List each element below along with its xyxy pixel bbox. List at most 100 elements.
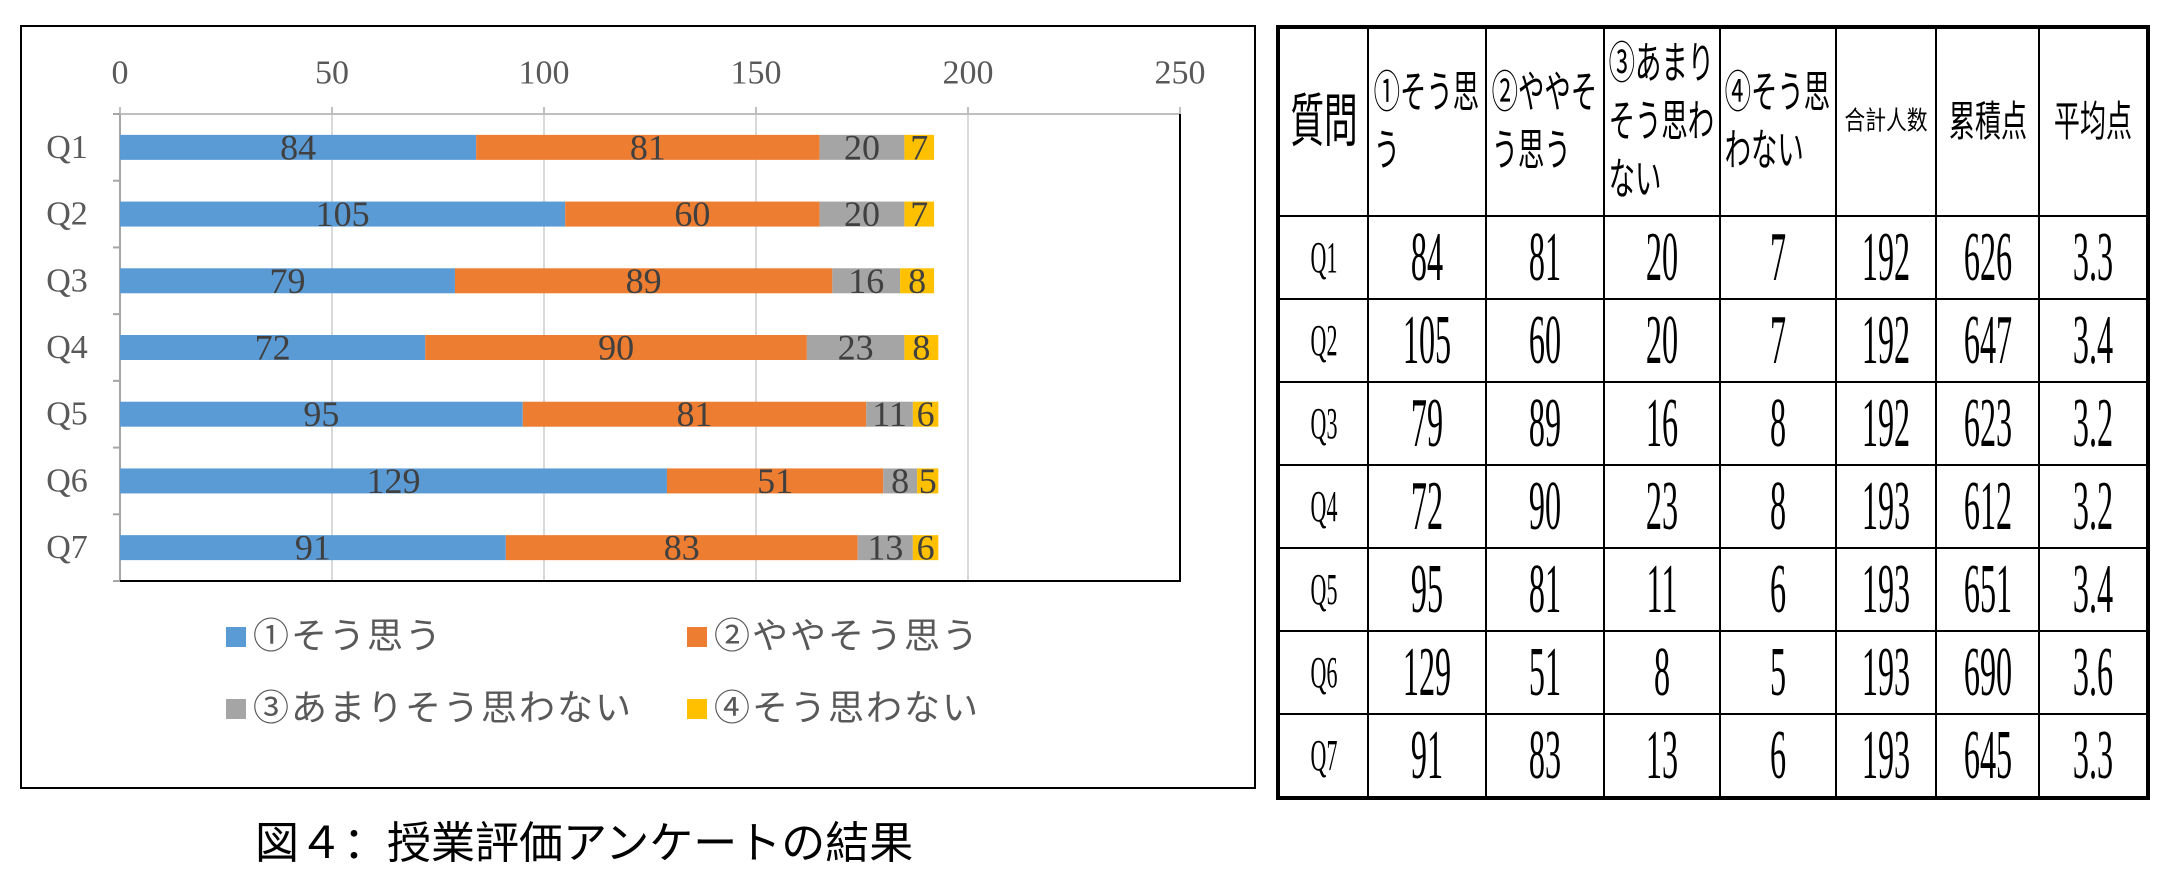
category-label: Q7 [46,529,88,566]
header-label: 累積点 [1948,96,2027,146]
cell-somewhat-agree: 51 [1487,632,1603,713]
cell-total-respondents: 193 [1837,632,1935,713]
cell-somewhat-disagree: 11 [1605,549,1719,630]
bar-segment [904,201,935,227]
cell-agree: 79 [1369,383,1485,464]
cell-value: 192 [1861,384,1911,462]
cell-value: 193 [1861,467,1911,545]
cell-total-respondents: 192 [1837,217,1935,298]
header-average-score: 平均点 [2040,29,2146,215]
cell-value: 193 [1861,633,1911,711]
cell-total-respondents: 193 [1837,466,1935,547]
bar-segment [900,268,935,294]
cell-somewhat-disagree: 16 [1605,383,1719,464]
data-label: 8 [891,461,909,501]
bar-segment [120,401,523,427]
x-tick-label: 50 [315,55,349,92]
legend-item: ④そう思わない [687,689,980,729]
cell-value: 651 [1963,550,2012,628]
x-tick-label: 250 [1155,55,1206,92]
cell-somewhat-agree: 90 [1487,466,1603,547]
x-tick-label: 200 [943,55,994,92]
data-label: 79 [269,261,305,301]
cell-cumulative-score: 651 [1937,549,2038,630]
bar-segment [806,335,905,360]
bar-segment [819,134,905,160]
bar-segment [120,535,506,561]
cell-average-score: 3.6 [2040,632,2146,713]
cell-value: 5 [1769,633,1787,711]
cell-question: Q7 [1280,715,1367,796]
category-label: Q1 [46,129,88,166]
cell-question: Q4 [1280,466,1367,547]
header-question: 質問 [1280,29,1367,215]
cell-disagree: 7 [1721,217,1835,298]
row-label: Q2 [1310,315,1337,365]
row-label: Q6 [1310,647,1337,697]
cell-question: Q5 [1280,549,1367,630]
cell-cumulative-score: 612 [1937,466,2038,547]
cell-value: 647 [1963,301,2012,379]
cell-value: 626 [1963,218,2012,296]
legend-label: ②ややそう思う [714,616,981,657]
bar-segment [832,268,901,294]
legend-swatch [687,627,707,647]
cell-cumulative-score: 645 [1937,715,2038,796]
cell-value: 193 [1861,716,1911,794]
chart-panel: 0 50 100 150 200 250 Q1 84 81 20 7 Q2 105 60 20 7 Q3 79 89… [20,25,1256,789]
legend-swatch [687,699,707,719]
header-somewhat-disagree: ③あまりそう思わない [1605,29,1719,215]
cell-agree: 95 [1369,549,1485,630]
data-label: 95 [303,394,339,434]
cell-somewhat-agree: 89 [1487,383,1603,464]
data-label: 89 [626,261,662,301]
bar-segment [866,401,913,427]
cell-value: 91 [1410,716,1444,794]
bar-segment [917,468,939,494]
bar-segment [904,134,935,160]
bar-segment [120,335,426,360]
header-somewhat-agree: ②ややそう思う [1487,29,1603,215]
data-label: 129 [366,461,420,501]
cell-value: 129 [1402,633,1452,711]
data-label: 20 [844,127,880,167]
cell-average-score: 3.3 [2040,217,2146,298]
cell-value: 13 [1645,716,1679,794]
row-label: Q3 [1310,398,1337,448]
data-label: 7 [910,127,928,167]
cell-value: 612 [1963,467,2012,545]
cell-value: 51 [1528,633,1562,711]
category-label: Q2 [46,196,88,233]
data-label: 91 [295,528,331,568]
legend-label: ③あまりそう思わない [253,688,634,729]
cell-average-score: 3.2 [2040,383,2146,464]
header-total-respondents: 合計人数 [1837,29,1935,215]
cell-average-score: 3.2 [2040,466,2146,547]
bar-segment [565,201,820,227]
data-label: 8 [912,328,930,368]
header-label: ④そう思わない [1724,67,1831,176]
cell-agree: 105 [1369,300,1485,381]
data-label: 11 [872,394,907,434]
cell-value: 20 [1645,301,1679,379]
bar-segment [912,401,939,427]
bar-segment [454,268,833,294]
cell-value: 81 [1528,550,1562,628]
header-label: 質問 [1289,87,1358,156]
bar-segment [425,335,807,360]
cell-value: 95 [1410,550,1444,628]
row-label: Q4 [1310,481,1337,531]
cell-disagree: 8 [1721,383,1835,464]
data-label: 23 [838,328,874,368]
cell-disagree: 7 [1721,300,1835,381]
bar-segment [120,201,566,227]
cell-value: 105 [1402,301,1452,379]
bar-segment [505,535,858,561]
header-label: ②ややそう思う [1491,67,1598,176]
legend-swatch [226,627,246,647]
x-tick-label: 150 [731,55,782,92]
cell-value: 623 [1963,384,2012,462]
cell-cumulative-score: 690 [1937,632,2038,713]
legend-item: ①そう思う [226,617,443,657]
